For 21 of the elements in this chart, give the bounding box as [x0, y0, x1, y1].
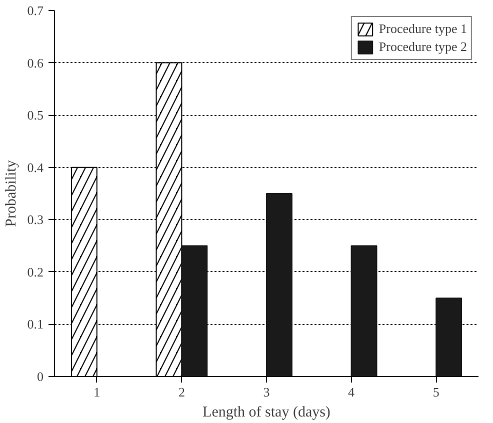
bar — [436, 298, 462, 376]
x-tick-label: 5 — [432, 384, 440, 400]
legend-label: Procedure type 2 — [378, 39, 467, 55]
legend-label: Procedure type 1 — [378, 21, 467, 37]
y-tick-label: 0.4 — [27, 160, 44, 175]
x-axis-title: Length of stay (days) — [202, 404, 330, 420]
x-tick-label: 2 — [178, 384, 185, 400]
y-tick-label: 0.5 — [27, 108, 44, 123]
y-tick-label: 0.7 — [27, 3, 44, 18]
y-tick-label: 0.6 — [27, 55, 44, 70]
bar — [350, 245, 378, 376]
x-tick-label: 4 — [348, 384, 356, 400]
bar — [266, 193, 292, 376]
x-tick-label: 3 — [263, 384, 270, 400]
bar — [181, 245, 208, 376]
y-tick-label: 0.1 — [27, 316, 44, 332]
y-tick-label: 0.2 — [27, 264, 44, 280]
y-axis-title: Probability — [3, 160, 20, 227]
y-tick-label: 0.3 — [27, 212, 44, 228]
x-tick-label: 1 — [94, 384, 100, 400]
y-tick-label: 0 — [37, 369, 44, 384]
